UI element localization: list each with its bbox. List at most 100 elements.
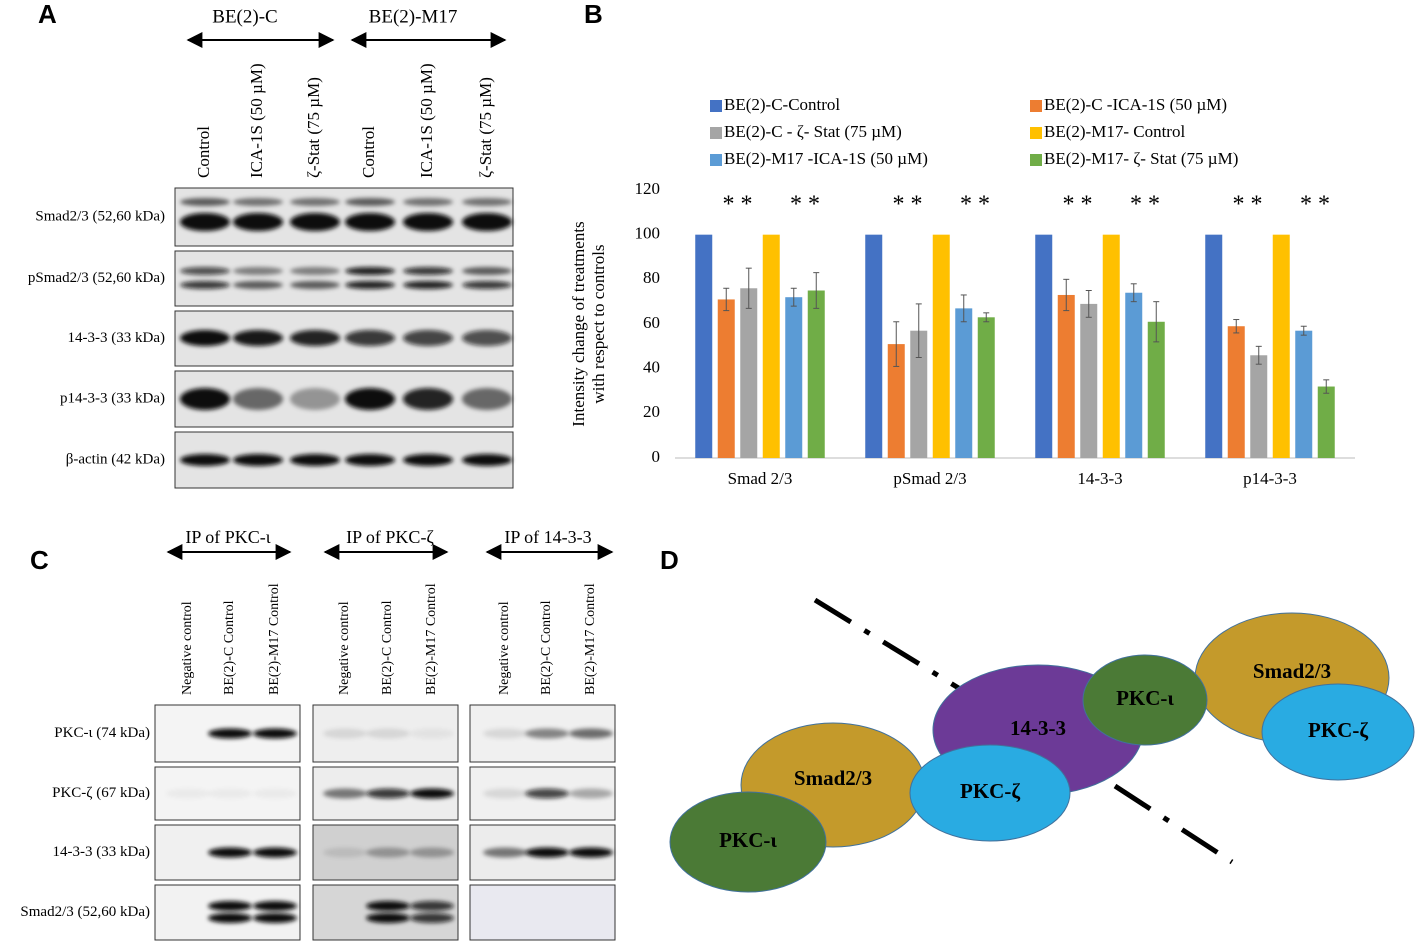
bar [910, 330, 928, 458]
x-tick-label: Smad 2/3 [728, 469, 793, 488]
blot-band [290, 198, 340, 206]
blot [154, 884, 301, 941]
lane-label: ICA-1S (50 µM) [417, 63, 436, 178]
group-title: IP of PKC-ι [185, 527, 270, 547]
blot-band [345, 267, 395, 275]
blot-band [166, 788, 210, 799]
node-shape [669, 791, 827, 893]
y-tick-label: 20 [643, 402, 660, 421]
blot-band [462, 330, 512, 346]
row-label: Smad2/3 (52,60 kDa) [35, 208, 165, 224]
blot-band [180, 198, 230, 206]
blot-band [403, 198, 453, 206]
blot-band [569, 901, 613, 911]
blot-band [233, 281, 283, 289]
blot [174, 187, 514, 247]
group-title: IP of 14-3-3 [504, 527, 591, 547]
lane-label: Negative control [337, 601, 352, 695]
node-shape [1082, 654, 1208, 746]
node-shape [1261, 683, 1415, 781]
blot-band [345, 198, 395, 206]
blot-band [208, 788, 252, 799]
blot-band [403, 388, 453, 410]
blot-band [253, 901, 297, 911]
bar [1035, 234, 1053, 458]
blot-band [462, 213, 512, 231]
lane-label: ζ-Stat (75 µM) [304, 77, 323, 178]
bar [717, 299, 735, 458]
blot-band [410, 728, 454, 739]
blot-band [290, 281, 340, 289]
bar [977, 317, 995, 458]
group-title: BE(2)-C [212, 6, 277, 27]
y-tick-label: 0 [652, 447, 661, 466]
bar [955, 308, 973, 458]
row-label: PKC-ζ (67 kDa) [52, 785, 150, 801]
blot-band [180, 267, 230, 275]
blot-band [403, 281, 453, 289]
blot [469, 884, 616, 941]
blot-band [366, 901, 410, 911]
significance: * * [1300, 192, 1330, 218]
lane-label: BE(2)-M17 Control [267, 583, 282, 695]
blot-band [180, 213, 230, 231]
blot-band [233, 267, 283, 275]
blot-band [180, 388, 230, 410]
lane-label: Negative control [497, 601, 512, 695]
blot-band [208, 913, 252, 923]
blot-band [403, 213, 453, 231]
blot-band [569, 788, 613, 799]
blot-band [345, 213, 395, 231]
blot-band [410, 788, 454, 799]
blot-band [166, 729, 210, 739]
blot-band [208, 847, 252, 858]
lane-label: BE(2)-C Control [380, 600, 395, 695]
significance: * * [723, 192, 753, 218]
blot-band [180, 454, 230, 466]
bar [1227, 326, 1245, 458]
significance: * * [790, 192, 820, 218]
significance: * * [1063, 192, 1093, 218]
bar [865, 234, 883, 458]
blot-band [253, 847, 297, 858]
blot-band [233, 388, 283, 410]
blot-band [525, 901, 569, 911]
y-axis-title: Intensity change of treatments [569, 221, 588, 426]
blot-band [233, 454, 283, 466]
blot-band [483, 788, 527, 799]
blot-band [323, 913, 367, 923]
bar [1205, 234, 1223, 458]
blot-band [323, 847, 367, 858]
blot-band [323, 901, 367, 911]
blot-band [366, 788, 410, 799]
blot-band [483, 728, 527, 739]
group-title: BE(2)-M17 [369, 6, 458, 27]
lane-label: BE(2)-M17 Control [583, 583, 598, 695]
node-shape [909, 744, 1071, 842]
lane-label: BE(2)-C Control [539, 600, 554, 695]
legend-swatch [710, 127, 722, 139]
node-label: Smad2/3 [794, 766, 872, 790]
significance: * * [1233, 192, 1263, 218]
legend-label: BE(2)-C-Control [724, 95, 840, 114]
lane-label: ζ-Stat (75 µM) [476, 77, 495, 178]
blot-band [410, 913, 454, 923]
bar [1147, 321, 1165, 458]
blot-band [483, 913, 527, 923]
panel-label: D [660, 545, 679, 575]
x-tick-label: pSmad 2/3 [893, 469, 966, 488]
blot-band [462, 388, 512, 410]
arrows [166, 32, 614, 560]
blot-band [366, 847, 410, 858]
legend-label: BE(2)-C - ζ- Stat (75 µM) [724, 122, 902, 141]
blot-band [345, 330, 395, 346]
blot-band [166, 913, 210, 923]
bar [807, 290, 825, 458]
blot-band [462, 454, 512, 466]
significance: * * [1130, 192, 1160, 218]
panel-label: A [38, 0, 57, 29]
blot-band [462, 267, 512, 275]
node-label: PKC-ζ [1308, 718, 1368, 742]
row-label: p14-3-3 (33 kDa) [60, 390, 165, 406]
y-tick-label: 100 [635, 224, 661, 243]
